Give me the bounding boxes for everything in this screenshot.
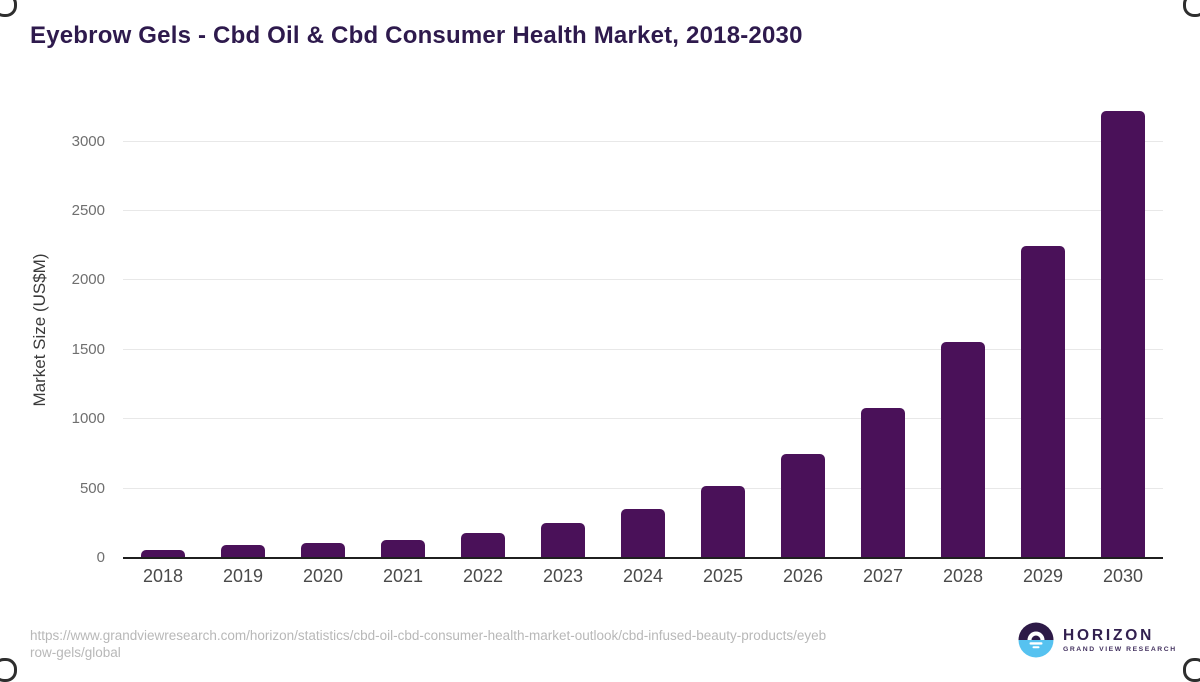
bar-cell-2018	[123, 100, 203, 558]
y-axis-tick-labels: 0 500 1000 1500 2000 2500 3000	[20, 100, 105, 566]
x-axis-line	[123, 557, 1163, 559]
logo-text: HORIZON GRAND VIEW RESEARCH	[1063, 626, 1177, 653]
x-tick-label-2025: 2025	[702, 566, 744, 586]
rounded-corner-mark	[1183, 658, 1200, 682]
bar-cell-2029	[1003, 100, 1083, 558]
rounded-corner-mark	[0, 0, 17, 17]
bar-2023[interactable]	[541, 522, 585, 558]
bar-2029[interactable]	[1021, 246, 1065, 558]
bar-cell-2023	[523, 100, 603, 558]
gridline-1500	[123, 348, 1163, 350]
x-tick-label-2029: 2029	[1022, 566, 1064, 586]
bar-cell-2024	[603, 100, 683, 558]
y-tick-label-0: 0	[96, 549, 105, 566]
y-tick-label-2000: 2000	[71, 271, 105, 289]
rounded-corner-mark	[1183, 0, 1200, 17]
rounded-corner-mark	[0, 658, 17, 682]
y-tick-label-500: 500	[79, 479, 105, 497]
x-tick-label-2018: 2018	[142, 566, 184, 586]
x-tick-label-2021: 2021	[382, 566, 424, 586]
bar-cell-2028	[923, 100, 1003, 558]
x-tick-label-2030: 2030	[1102, 566, 1144, 586]
bar-2025[interactable]	[701, 486, 745, 558]
bar-2021[interactable]	[381, 539, 425, 558]
y-tick-label-1000: 1000	[71, 410, 105, 428]
x-axis-labels: 2018 2019 2020 2021 2022 2023 2024 2025 2026 2027…	[123, 566, 1163, 587]
gridline-500	[123, 487, 1163, 489]
horizon-sunrise-icon	[1018, 622, 1054, 658]
bar-2020[interactable]	[301, 543, 345, 558]
bar-2022[interactable]	[461, 532, 505, 558]
chart-title: Eyebrow Gels - Cbd Oil & Cbd Consumer He…	[30, 22, 803, 49]
bar-2019[interactable]	[221, 544, 265, 558]
x-tick-label-2028: 2028	[942, 566, 984, 586]
bar-2026[interactable]	[781, 454, 825, 558]
bar-series	[123, 100, 1163, 558]
gridline-3000	[123, 140, 1163, 142]
x-tick-label-2022: 2022	[462, 566, 504, 586]
bar-cell-2020	[283, 100, 363, 558]
y-tick-label-3000: 3000	[71, 132, 105, 150]
x-tick-label-2024: 2024	[622, 566, 664, 586]
bar-cell-2022	[443, 100, 523, 558]
logo-brand-text: HORIZON	[1063, 626, 1155, 644]
y-tick-label-2500: 2500	[71, 202, 105, 220]
x-tick-label-2020: 2020	[302, 566, 344, 586]
chart-plot-area	[123, 100, 1163, 559]
bar-2028[interactable]	[941, 342, 985, 558]
logo-tagline-text: GRAND VIEW RESEARCH	[1063, 645, 1177, 653]
gridline-2500	[123, 210, 1163, 212]
x-tick-label-2023: 2023	[542, 566, 584, 586]
bar-cell-2026	[763, 100, 843, 558]
bar-2030[interactable]	[1101, 110, 1145, 558]
x-tick-label-2027: 2027	[862, 566, 904, 586]
bar-cell-2027	[843, 100, 923, 558]
bar-2018[interactable]	[141, 549, 185, 558]
bar-cell-2030	[1083, 100, 1163, 558]
bar-cell-2021	[363, 100, 443, 558]
bar-2024[interactable]	[621, 509, 665, 558]
gridline-2000	[123, 279, 1163, 281]
bar-cell-2025	[683, 100, 763, 558]
horizon-logo: HORIZON GRAND VIEW RESEARCH	[1018, 622, 1177, 658]
x-tick-label-2026: 2026	[782, 566, 824, 586]
bar-cell-2019	[203, 100, 283, 558]
y-tick-label-1500: 1500	[71, 340, 105, 358]
source-url: https://www.grandviewresearch.com/horizo…	[30, 628, 827, 660]
bar-2027[interactable]	[861, 408, 905, 558]
gridline-1000	[123, 418, 1163, 420]
x-tick-label-2019: 2019	[222, 566, 264, 586]
